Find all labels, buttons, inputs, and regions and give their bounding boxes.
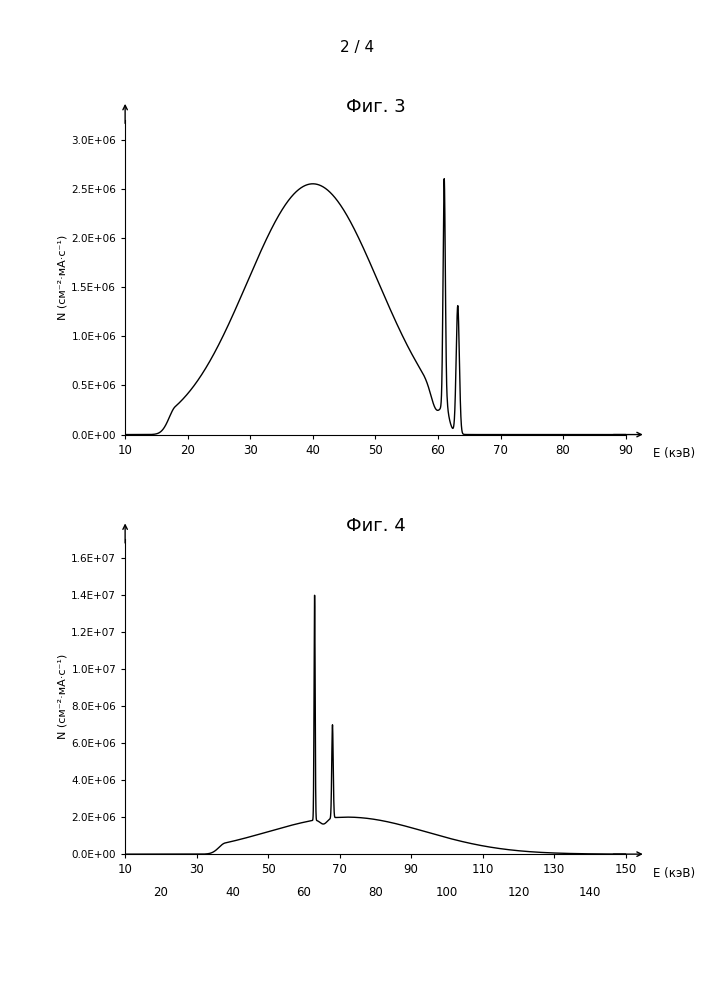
Text: 2 / 4: 2 / 4 (340, 40, 375, 55)
Text: 20: 20 (154, 885, 168, 899)
Text: 140: 140 (578, 885, 601, 899)
Text: 80: 80 (368, 885, 383, 899)
Text: 60: 60 (297, 885, 311, 899)
Text: 40: 40 (225, 885, 240, 899)
Title: Фиг. 4: Фиг. 4 (345, 517, 405, 535)
Text: 120: 120 (507, 885, 530, 899)
Title: Фиг. 3: Фиг. 3 (345, 98, 405, 116)
Text: E (кэВ): E (кэВ) (653, 448, 695, 461)
Y-axis label: N (см⁻²·мА·с⁻¹): N (см⁻²·мА·с⁻¹) (57, 654, 67, 739)
Text: E (кэВ): E (кэВ) (653, 867, 695, 880)
Y-axis label: N (см⁻²·мА·с⁻¹): N (см⁻²·мА·с⁻¹) (57, 235, 67, 320)
Text: 100: 100 (435, 885, 458, 899)
